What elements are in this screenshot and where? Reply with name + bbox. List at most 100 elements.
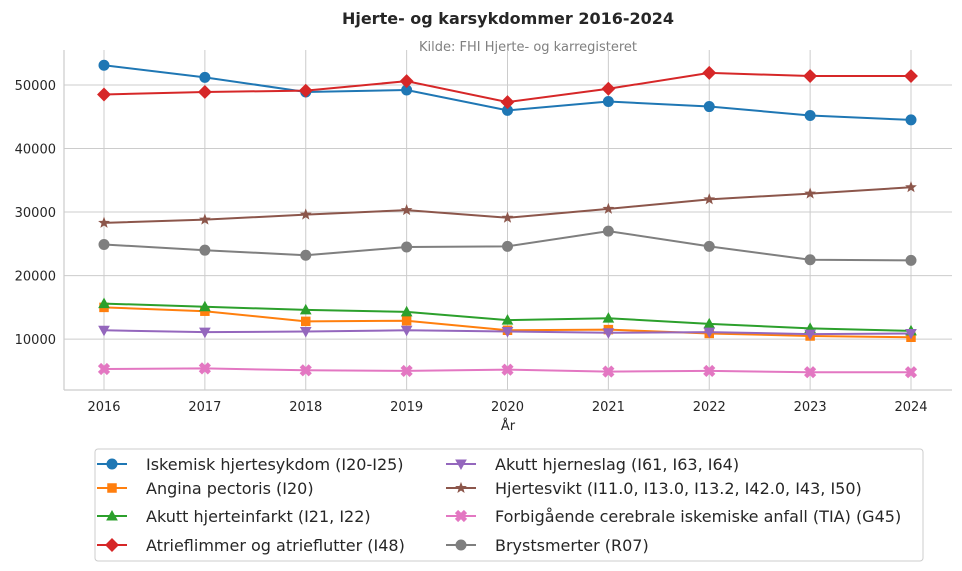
data-point [804, 329, 816, 341]
x-tick-label: 2022 [693, 400, 726, 415]
legend-marker [454, 509, 468, 523]
x-axis-label: År [501, 418, 516, 434]
legend-label: Atrieflimmer og atrieflutter (I48) [146, 536, 405, 555]
series-5 [98, 325, 917, 341]
series-7 [97, 362, 918, 379]
legend-label: Hjertesvikt (I11.0, I13.0, I13.2, I42.0,… [495, 479, 862, 498]
data-point [199, 244, 211, 256]
y-tick-label: 20000 [15, 270, 56, 285]
legend-frame [94, 448, 924, 562]
data-point [98, 238, 110, 250]
marker-stroke [501, 363, 514, 376]
data-point [601, 81, 616, 96]
data-point [804, 254, 816, 266]
data-point [904, 366, 918, 379]
series-8 [98, 225, 917, 266]
marker-stroke [400, 364, 413, 378]
data-point [905, 181, 917, 193]
legend-marker [106, 509, 118, 521]
data-point [98, 59, 110, 71]
data-point [198, 362, 211, 375]
chart-subtitle: Kilde: FHI Hjerte- og karregisteret [419, 40, 637, 55]
data-point [97, 87, 111, 102]
x-tick-label: 2024 [894, 400, 927, 415]
legend-label: Forbigående cerebrale iskemiske anfall (… [495, 507, 901, 526]
data-point [299, 208, 312, 220]
marker-stroke [97, 362, 111, 376]
x-tick-label: 2016 [87, 400, 120, 415]
data-point [602, 312, 615, 323]
legend-item: Brystsmerter (R07) [446, 536, 649, 555]
legend-item: Hjertesvikt (I11.0, I13.0, I13.2, I42.0,… [446, 479, 862, 498]
x-tick-label: 2017 [188, 400, 221, 415]
data-point [602, 225, 614, 237]
data-point [98, 325, 110, 337]
data-point [199, 327, 211, 339]
marker-stroke [602, 365, 615, 378]
data-point [301, 316, 311, 327]
data-point [400, 325, 413, 337]
data-point [602, 328, 615, 339]
data-point [401, 315, 412, 326]
x-tick-label: 2021 [592, 400, 625, 415]
data-point [501, 211, 514, 223]
data-point [602, 202, 615, 214]
legend-item: Iskemisk hjertesykdom (I20-I25) [97, 455, 404, 474]
legend-label: Brystsmerter (R07) [495, 536, 649, 555]
data-point [400, 305, 413, 317]
legend-item: Angina pectoris (I20) [97, 479, 314, 498]
series-4 [97, 65, 918, 110]
y-tick-label: 30000 [15, 206, 56, 221]
data-point [501, 314, 514, 325]
data-point [703, 193, 716, 205]
x-tick-label: 2018 [289, 400, 322, 415]
legend-marker [106, 458, 118, 470]
legend-item: Akutt hjerneslag (I61, I63, I64) [446, 455, 739, 474]
data-point [400, 364, 413, 378]
data-point [905, 328, 917, 340]
legend-marker [455, 481, 467, 493]
data-point [804, 187, 816, 199]
data-point [197, 84, 212, 99]
data-point [299, 303, 312, 315]
data-point [703, 240, 715, 252]
x-tick-label: 2023 [794, 400, 827, 415]
data-point [905, 254, 917, 266]
data-point [98, 216, 110, 228]
x-tick-label: 2020 [491, 400, 524, 415]
data-point [98, 297, 110, 309]
chart-title: Hjerte- og karsykdommer 2016-2024 [342, 9, 674, 28]
data-point [804, 109, 816, 121]
marker-stroke [703, 364, 716, 378]
data-point [602, 365, 615, 378]
data-point [602, 95, 614, 107]
legend-label: Akutt hjerteinfarkt (I21, I22) [146, 507, 371, 526]
data-point [299, 364, 312, 377]
data-point [399, 74, 414, 89]
data-point [703, 101, 715, 113]
legend-label: Angina pectoris (I20) [146, 479, 314, 498]
legend-marker [107, 483, 117, 493]
series-6 [98, 181, 917, 228]
data-point [502, 240, 513, 252]
data-point [703, 327, 716, 339]
data-point [199, 71, 211, 83]
data-point [298, 83, 313, 98]
legend-label: Akutt hjerneslag (I61, I63, I64) [495, 455, 739, 474]
marker-stroke [299, 364, 312, 377]
data-point [804, 366, 817, 379]
legend-item: Akutt hjerteinfarkt (I21, I22) [97, 507, 371, 526]
legend-marker [105, 538, 119, 552]
legend: Iskemisk hjertesykdom (I20-I25) Angina pe… [94, 448, 924, 562]
y-tick-label: 10000 [15, 333, 56, 348]
data-point [299, 327, 312, 338]
y-tick-label: 50000 [15, 79, 56, 94]
axes: 2016 2017 2018 2019 2020 2021 2022 2023 2024 1000… [15, 50, 952, 415]
legend-marker [455, 539, 467, 551]
marker-stroke [904, 366, 918, 379]
data-point [300, 249, 312, 261]
plot-area [97, 59, 918, 379]
data-point [905, 114, 917, 126]
legend-marker [455, 459, 467, 471]
